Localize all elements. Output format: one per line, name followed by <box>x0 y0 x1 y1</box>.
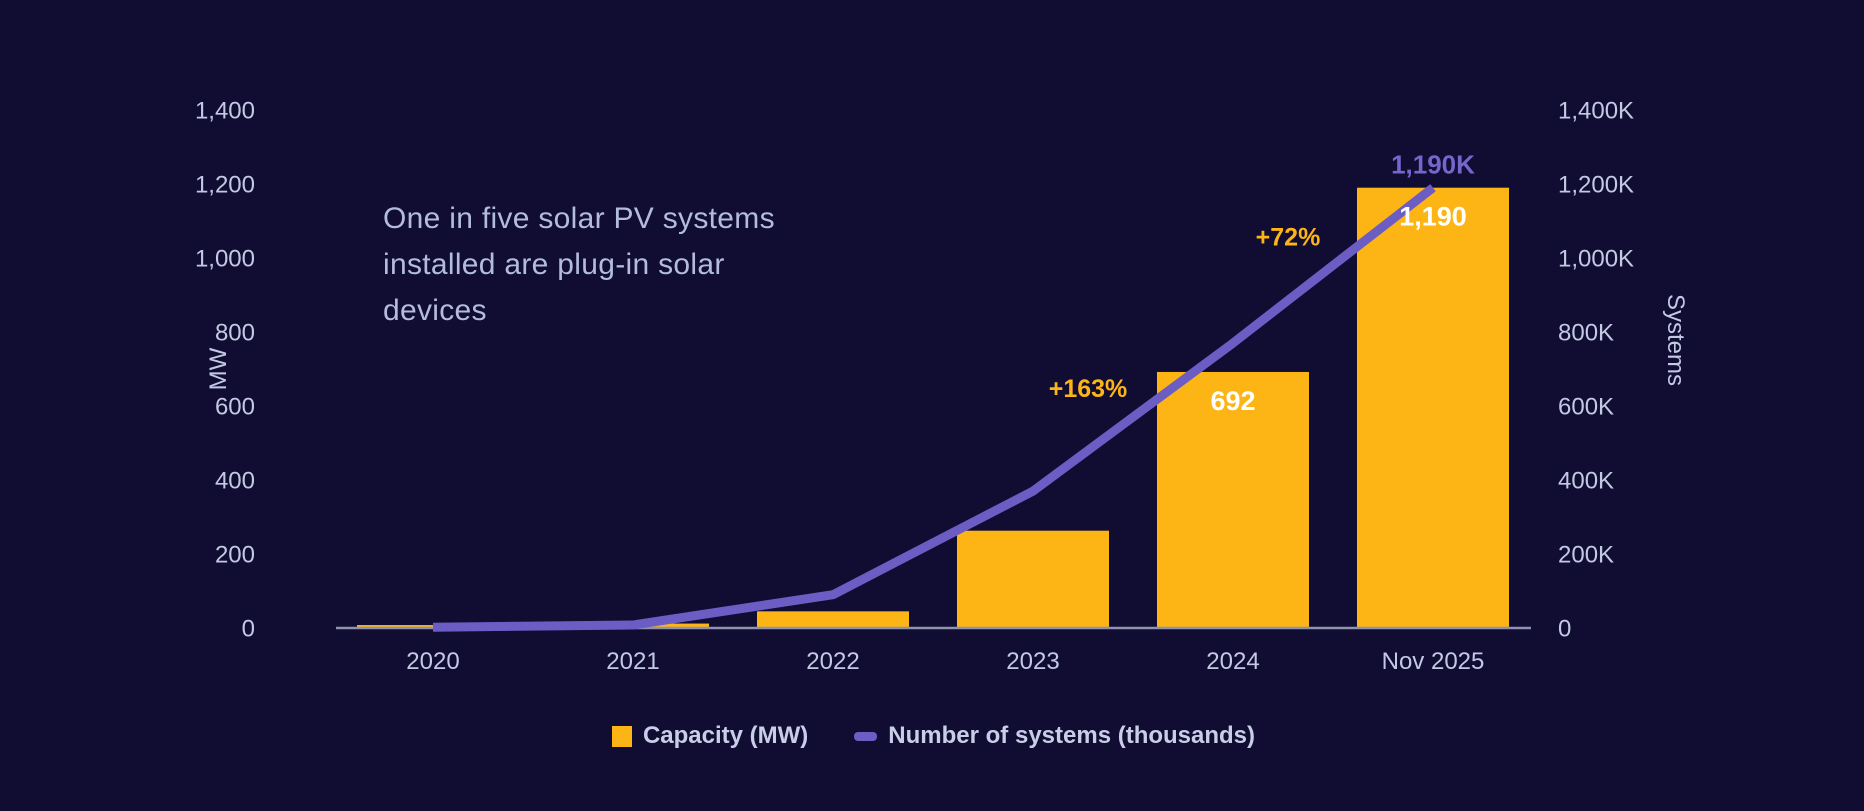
bar-value-label-nov-2025: 1,190 <box>1399 202 1467 232</box>
y-axis-left-tick-400: 400 <box>215 468 255 495</box>
x-axis-label-nov-2025: Nov 2025 <box>1382 648 1485 675</box>
y-axis-left-tick-1-000: 1,000 <box>195 246 255 273</box>
legend-item-capacity: Capacity (MW) <box>611 722 809 750</box>
line-value-label-nov-2025: 1,190K <box>1391 150 1475 180</box>
bar-2024 <box>1157 371 1309 628</box>
y-axis-left-tick-200: 200 <box>215 542 255 569</box>
systems-swatch-icon <box>854 731 878 741</box>
x-axis-label-2023: 2023 <box>1006 648 1059 675</box>
y-axis-right-tick-600k: 600K <box>1558 394 1614 421</box>
y-axis-right-tick-1-000k: 1,000K <box>1558 246 1634 273</box>
capacity-swatch-icon <box>611 725 632 747</box>
x-axis-label-2024: 2024 <box>1206 648 1259 675</box>
x-axis-label-2021: 2021 <box>606 648 659 675</box>
y-axis-left-tick-800: 800 <box>215 320 255 347</box>
bar-2023 <box>957 530 1109 628</box>
y-axis-right-tick-400k: 400K <box>1558 468 1614 495</box>
right-axis-title: Systems <box>1662 294 1689 386</box>
y-axis-left-tick-1-400: 1,400 <box>195 98 255 125</box>
growth-annotation--72-: +72% <box>1256 223 1321 251</box>
left-axis-title: MW <box>205 347 232 390</box>
y-axis-left-tick-0: 0 <box>242 616 255 643</box>
legend-label-capacity: Capacity (MW) <box>642 722 809 749</box>
legend-item-systems: Number of systems (thousands) <box>854 722 1255 750</box>
y-axis-right-tick-1-400k: 1,400K <box>1558 98 1634 125</box>
y-axis-left-tick-1-200: 1,200 <box>195 172 255 199</box>
legend-label-systems: Number of systems (thousands) <box>888 722 1256 749</box>
y-axis-right-tick-800k: 800K <box>1558 320 1614 347</box>
x-axis-label-2022: 2022 <box>806 648 859 675</box>
bar-value-label-2024: 692 <box>1210 386 1255 416</box>
bar-nov-2025 <box>1357 187 1509 628</box>
chart-annotation-title: One in five solar PV systems installed a… <box>383 202 775 327</box>
y-axis-right-tick-0: 0 <box>1558 616 1571 643</box>
systems-line <box>432 184 1436 632</box>
y-axis-right-tick-1-200k: 1,200K <box>1558 172 1634 199</box>
growth-annotation--163-: +163% <box>1049 375 1128 403</box>
legend: Capacity (MW) Number of systems (thousan… <box>336 722 1531 750</box>
y-axis-right-tick-200k: 200K <box>1558 542 1614 569</box>
bar-2022 <box>757 611 909 628</box>
y-axis-left-tick-600: 600 <box>215 394 255 421</box>
x-axis-label-2020: 2020 <box>406 648 459 675</box>
